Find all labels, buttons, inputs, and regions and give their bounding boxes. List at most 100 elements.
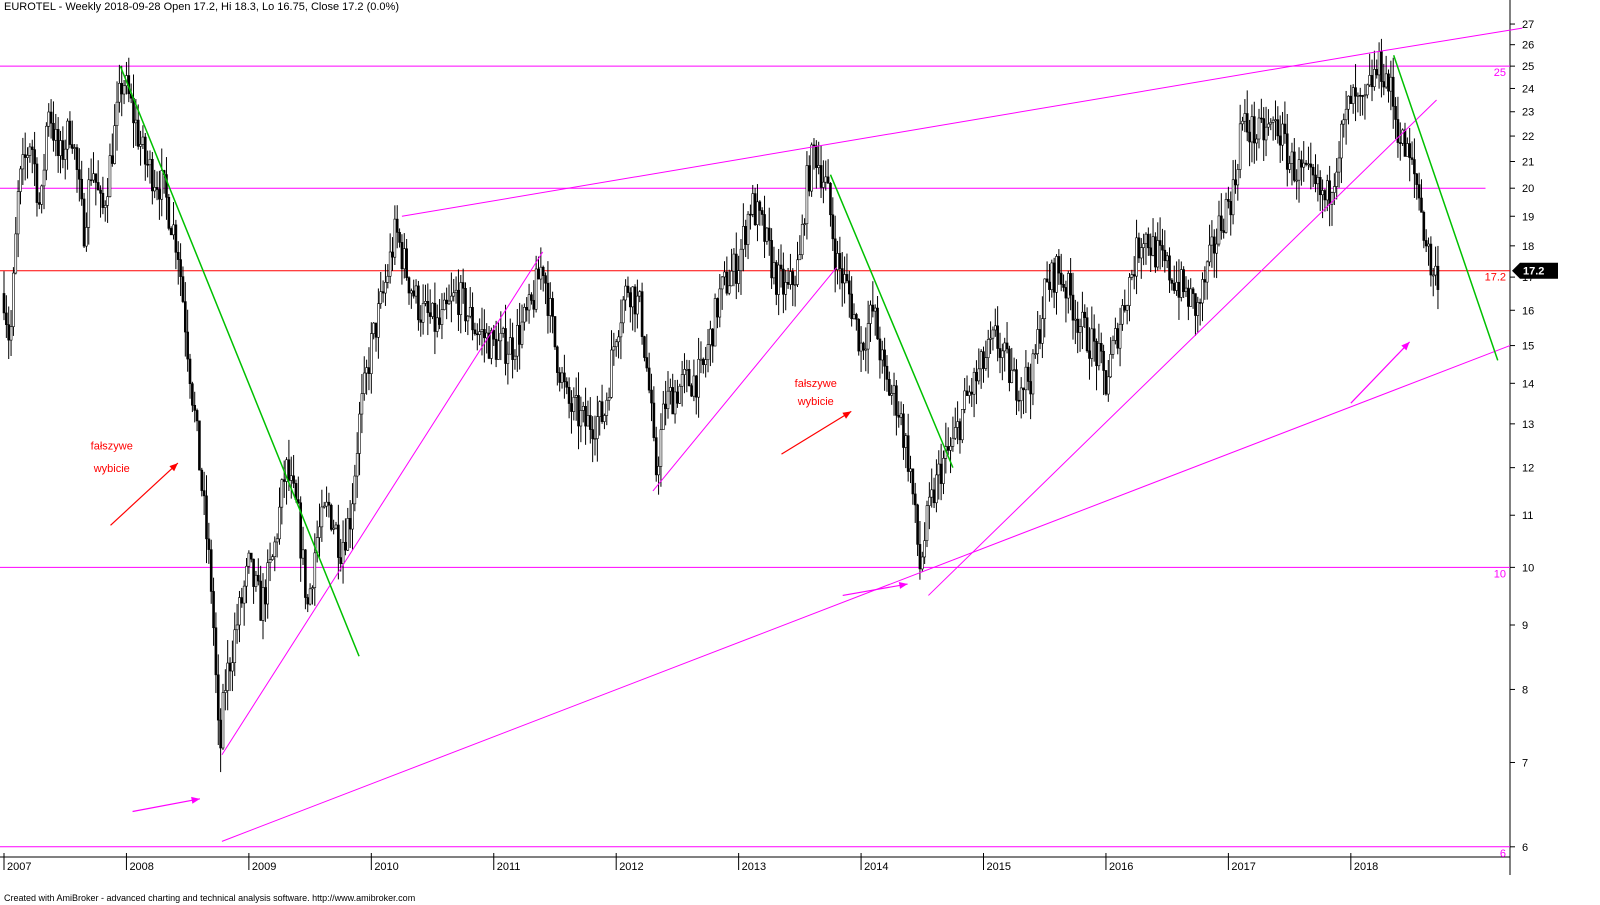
candle-body bbox=[1172, 283, 1176, 291]
candle-body bbox=[54, 129, 58, 141]
candle-body bbox=[876, 307, 879, 340]
downtrend-line bbox=[1392, 55, 1499, 361]
candle-body bbox=[238, 597, 241, 626]
candle-body bbox=[33, 149, 36, 165]
candle-body bbox=[932, 489, 936, 504]
candle-body bbox=[7, 324, 11, 341]
candle-body bbox=[843, 274, 846, 284]
candle-body bbox=[1391, 76, 1395, 107]
y-tick-label: 10 bbox=[1522, 562, 1534, 574]
candle-body bbox=[68, 120, 72, 145]
candle-body bbox=[1071, 294, 1075, 321]
candle-body bbox=[252, 558, 255, 587]
candle-body bbox=[1420, 197, 1423, 213]
candle-body bbox=[9, 326, 13, 341]
candle-body bbox=[35, 163, 39, 203]
candle-body bbox=[1422, 212, 1426, 241]
candle-body bbox=[1205, 261, 1209, 283]
candle-body bbox=[1038, 329, 1042, 344]
candle-body bbox=[899, 413, 903, 418]
candle-body bbox=[1220, 215, 1223, 231]
candle-body bbox=[1302, 162, 1306, 168]
annotation-arrow bbox=[781, 410, 852, 455]
candle-body bbox=[946, 446, 950, 451]
candle-body bbox=[280, 479, 284, 508]
candle-body bbox=[504, 328, 507, 364]
candle-body bbox=[824, 176, 828, 183]
candle-body bbox=[815, 145, 818, 168]
candle-body bbox=[518, 325, 521, 345]
candle-body bbox=[800, 224, 804, 256]
annotation-arrow bbox=[110, 462, 179, 526]
candle-body bbox=[1260, 117, 1263, 120]
candle-body bbox=[579, 410, 583, 427]
candle-body bbox=[1250, 116, 1254, 143]
candle-body bbox=[374, 322, 378, 338]
candle-body bbox=[1217, 215, 1221, 245]
candle-body bbox=[1344, 108, 1348, 121]
candle-body bbox=[1179, 269, 1183, 298]
candle-body bbox=[111, 155, 114, 164]
candle-body bbox=[866, 323, 870, 350]
candle-body bbox=[744, 226, 747, 245]
candle-body bbox=[633, 286, 637, 315]
trendline bbox=[928, 99, 1437, 596]
candle-body bbox=[1243, 113, 1247, 122]
candle-body bbox=[1147, 233, 1150, 249]
arrow-head bbox=[1401, 341, 1410, 351]
candle-body bbox=[339, 557, 343, 564]
candle-body bbox=[1142, 243, 1145, 248]
candle-body bbox=[636, 295, 639, 315]
candle-body bbox=[395, 218, 399, 233]
candle-body bbox=[687, 368, 691, 387]
x-tick-label: 2007 bbox=[7, 861, 31, 873]
candle-body bbox=[506, 353, 510, 364]
candle-body bbox=[1347, 95, 1350, 110]
candle-body bbox=[1045, 278, 1049, 283]
candle-body bbox=[1431, 274, 1435, 277]
candle-body bbox=[1083, 311, 1087, 319]
candle-body bbox=[268, 559, 272, 564]
candle-body bbox=[372, 322, 375, 334]
candle-body bbox=[1398, 142, 1402, 144]
candle-body bbox=[1212, 236, 1216, 254]
candle-body bbox=[461, 282, 465, 289]
candle-body bbox=[511, 337, 514, 360]
candle-body bbox=[1066, 273, 1070, 299]
candle-body bbox=[963, 390, 966, 410]
candle-body bbox=[965, 390, 969, 396]
y-tick-label: 26 bbox=[1522, 40, 1534, 52]
x-tick-label: 2012 bbox=[619, 861, 643, 873]
candle-body bbox=[1059, 272, 1063, 285]
candle-body bbox=[143, 136, 147, 165]
candle-body bbox=[520, 321, 524, 345]
candle-body bbox=[1196, 302, 1200, 316]
candle-body bbox=[158, 189, 161, 200]
candle-body bbox=[869, 304, 872, 324]
candle-body bbox=[829, 183, 832, 216]
candle-body bbox=[1111, 340, 1115, 355]
candle-body bbox=[1271, 119, 1275, 123]
y-tick-label: 18 bbox=[1522, 241, 1534, 253]
candle-body bbox=[355, 453, 359, 477]
candle-body bbox=[1088, 350, 1091, 359]
candle-body bbox=[805, 165, 809, 225]
level-label: 6 bbox=[1500, 848, 1506, 860]
candle-body bbox=[880, 349, 884, 361]
candle-body bbox=[581, 406, 585, 411]
candle-body bbox=[765, 227, 769, 242]
candle-body bbox=[402, 248, 406, 270]
candle-body bbox=[134, 119, 138, 124]
candle-body bbox=[819, 165, 823, 188]
candle-body bbox=[480, 329, 484, 332]
candle-body bbox=[1318, 177, 1322, 196]
candle-body bbox=[1008, 348, 1011, 383]
candle-body bbox=[803, 223, 806, 226]
candle-body bbox=[59, 140, 62, 156]
last-close-label: 17.2 bbox=[1485, 272, 1506, 284]
candle-body bbox=[14, 233, 18, 274]
candle-body bbox=[605, 399, 609, 416]
y-tick-label: 14 bbox=[1522, 378, 1534, 390]
last-close-tag-label: 17.2 bbox=[1523, 266, 1544, 278]
y-tick-label: 6 bbox=[1522, 842, 1528, 854]
